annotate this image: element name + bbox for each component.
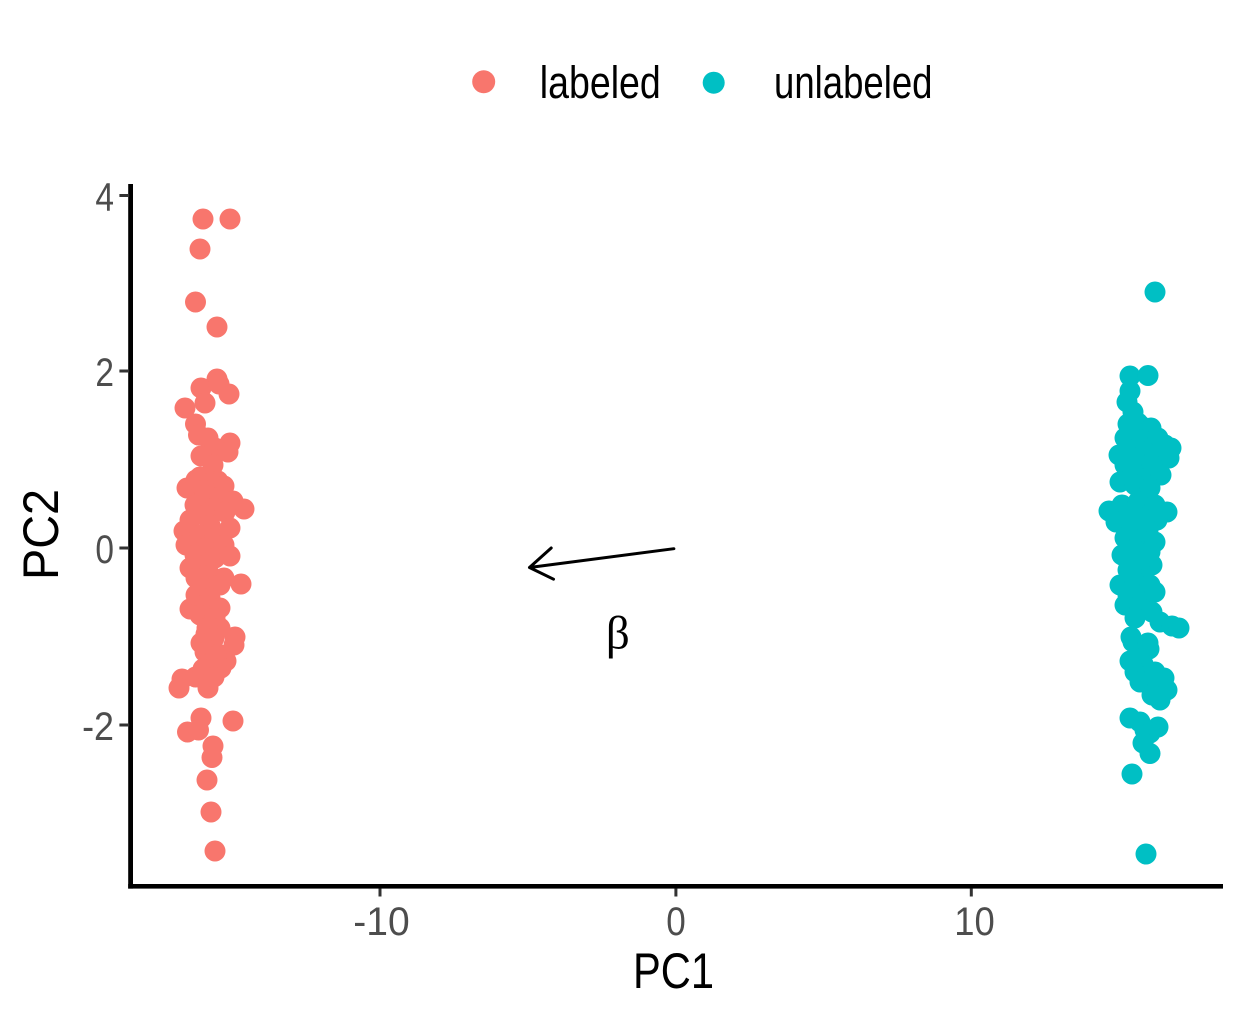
svg-text:labeled: labeled bbox=[540, 57, 661, 108]
svg-text:-2: -2 bbox=[82, 705, 114, 749]
svg-text:4: 4 bbox=[95, 175, 114, 219]
svg-text:PC1: PC1 bbox=[633, 943, 714, 999]
svg-text:10: 10 bbox=[954, 900, 995, 944]
svg-text:β: β bbox=[606, 608, 630, 660]
svg-text:-10: -10 bbox=[353, 900, 409, 944]
svg-text:0: 0 bbox=[666, 900, 686, 944]
svg-text:2: 2 bbox=[95, 351, 114, 395]
svg-text:PC2: PC2 bbox=[13, 489, 69, 580]
svg-text:unlabeled: unlabeled bbox=[774, 57, 933, 108]
svg-text:0: 0 bbox=[95, 528, 114, 572]
